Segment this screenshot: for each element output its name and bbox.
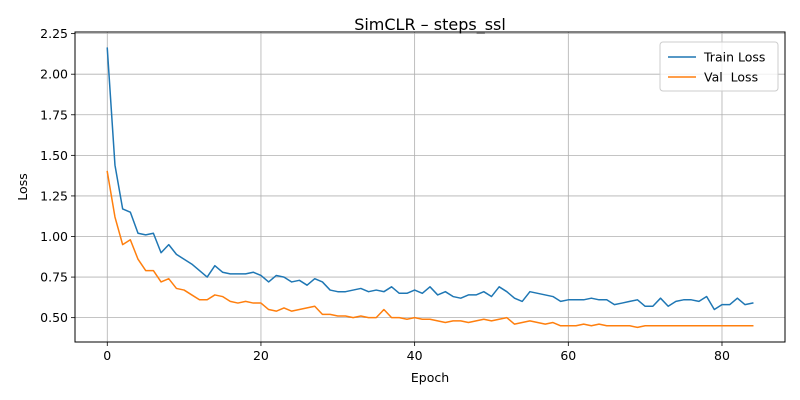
x-tick-label: 80	[714, 348, 730, 363]
plot-area-frame	[74, 31, 786, 343]
x-tick-label: 20	[253, 348, 269, 363]
val-loss-line	[106, 170, 754, 329]
legend-label-val: Val Loss	[704, 70, 758, 85]
y-tick-label: 1.75	[40, 107, 68, 122]
axis-ticks: 0 20 40 60 80 0.50 0.75 1.00 1.25 1.50 1.75 2.00 2.2…	[40, 26, 730, 363]
y-tick-label: 2.25	[40, 26, 68, 41]
x-tick-label: 0	[103, 348, 111, 363]
y-tick-label: 1.00	[40, 229, 68, 244]
legend-box	[659, 41, 779, 92]
series-lines	[106, 47, 754, 329]
x-axis-label: Epoch	[411, 370, 449, 385]
chart-title: SimCLR – steps_ssl	[354, 15, 506, 35]
y-axis-label: Loss	[15, 173, 30, 200]
y-tick-label: 1.50	[40, 148, 68, 163]
y-tick-label: 0.50	[40, 310, 68, 325]
y-tick-label: 0.75	[40, 270, 68, 285]
train-loss-line	[106, 47, 754, 311]
legend: Train Loss Val Loss	[659, 41, 779, 92]
y-tick-label: 2.00	[40, 67, 68, 82]
x-tick-label: 40	[407, 348, 423, 363]
legend-label-train: Train Loss	[703, 50, 765, 65]
x-tick-label: 60	[560, 348, 576, 363]
y-tick-label: 1.25	[40, 188, 68, 203]
